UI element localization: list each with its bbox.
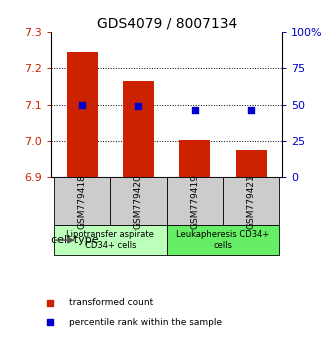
Text: GSM779419: GSM779419: [190, 174, 199, 229]
Bar: [54, 177, 110, 225]
Point: [80, 102, 85, 107]
Bar: [110, 177, 167, 225]
Point: [136, 103, 141, 109]
Point: [192, 108, 197, 113]
Text: cell type: cell type: [51, 235, 99, 245]
Point: [47, 300, 52, 306]
Point: [47, 319, 52, 325]
Bar: [167, 177, 223, 225]
Text: Lipotransfer aspirate
CD34+ cells: Lipotransfer aspirate CD34+ cells: [66, 230, 154, 250]
Bar: [179, 140, 210, 177]
Title: GDS4079 / 8007134: GDS4079 / 8007134: [96, 17, 237, 31]
Bar: [54, 225, 167, 255]
Text: GSM779418: GSM779418: [78, 174, 87, 229]
Bar: [167, 225, 279, 255]
Text: GSM779421: GSM779421: [247, 174, 256, 229]
Bar: [236, 150, 267, 177]
Text: Leukapheresis CD34+
cells: Leukapheresis CD34+ cells: [176, 230, 270, 250]
Text: GSM779420: GSM779420: [134, 174, 143, 229]
Bar: [123, 81, 154, 177]
Point: [248, 108, 254, 113]
Bar: [223, 177, 279, 225]
Text: percentile rank within the sample: percentile rank within the sample: [69, 318, 222, 327]
Text: transformed count: transformed count: [69, 298, 153, 307]
Bar: [67, 52, 98, 177]
